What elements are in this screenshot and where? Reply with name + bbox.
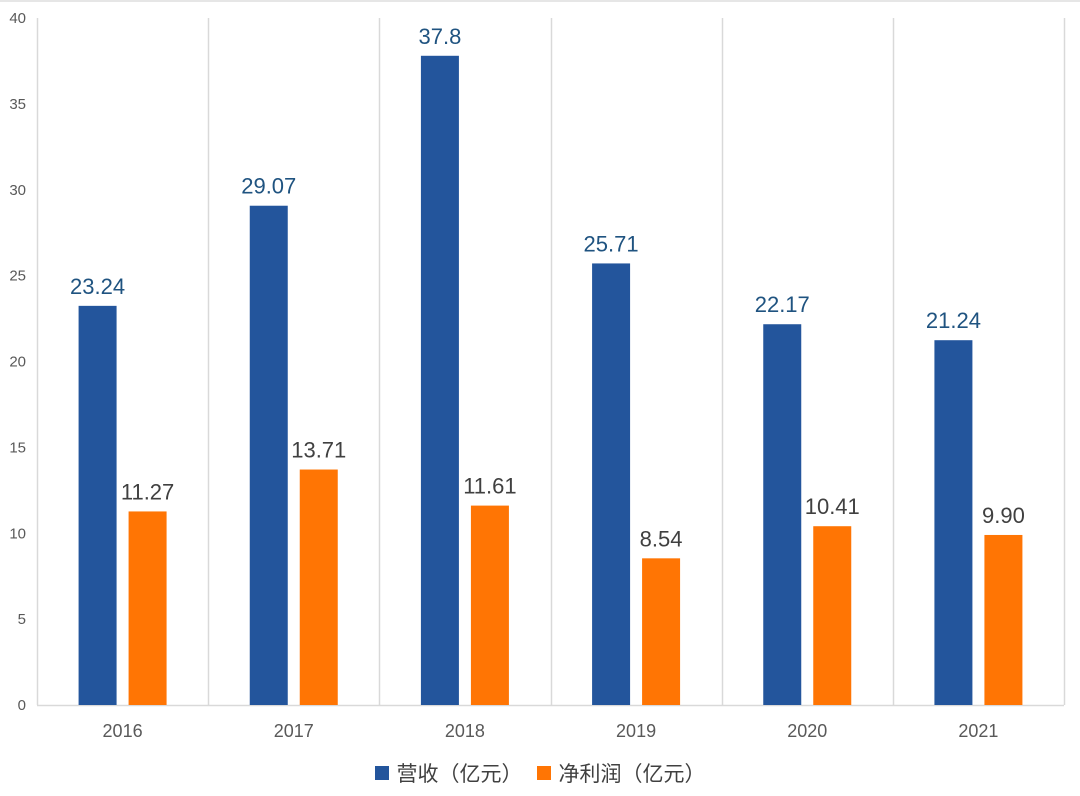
x-tick-label: 2020 <box>787 721 827 741</box>
data-label-net-profit: 10.41 <box>805 494 860 519</box>
bar-net-profit <box>470 505 509 705</box>
y-tick-label: 15 <box>9 439 26 456</box>
y-tick-label: 5 <box>18 611 26 628</box>
bar-net-profit <box>642 558 681 705</box>
bar-revenue <box>592 263 631 705</box>
data-label-net-profit: 11.27 <box>121 479 174 504</box>
top-border <box>0 0 1080 2</box>
bar-revenue <box>763 324 802 705</box>
x-tick-label: 2018 <box>445 721 485 741</box>
y-tick-label: 20 <box>9 354 26 371</box>
data-label-revenue: 21.24 <box>926 308 981 333</box>
data-label-revenue: 22.17 <box>755 292 810 317</box>
y-tick-label: 0 <box>18 697 26 714</box>
data-label-revenue: 23.24 <box>70 274 125 299</box>
x-tick-label: 2021 <box>958 721 998 741</box>
y-tick-label: 10 <box>9 525 26 542</box>
data-label-revenue: 37.8 <box>419 24 462 49</box>
bar-revenue <box>934 340 973 705</box>
data-label-net-profit: 9.90 <box>982 503 1025 528</box>
legend-item-net-profit: 净利润（亿元） <box>536 758 706 788</box>
y-tick-label: 40 <box>9 10 26 27</box>
legend-swatch-revenue <box>374 766 389 780</box>
bar-revenue <box>78 305 117 705</box>
y-tick-label: 25 <box>9 268 26 285</box>
data-label-revenue: 29.07 <box>241 174 296 199</box>
legend-item-revenue: 营收（亿元） <box>374 758 523 788</box>
legend-label-net-profit: 净利润（亿元） <box>558 762 706 786</box>
x-tick-label: 2016 <box>103 721 143 741</box>
x-tick-label: 2019 <box>616 721 656 741</box>
y-tick-label: 35 <box>9 96 26 113</box>
bar-net-profit <box>984 534 1023 705</box>
bar-revenue <box>420 55 459 706</box>
data-label-net-profit: 11.61 <box>463 474 516 499</box>
bar-net-profit <box>299 469 338 705</box>
y-tick-label: 30 <box>9 182 26 199</box>
data-label-net-profit: 8.54 <box>640 526 683 551</box>
x-tick-label: 2017 <box>274 721 314 741</box>
data-label-net-profit: 13.71 <box>291 438 346 463</box>
legend-swatch-net-profit <box>536 766 551 780</box>
data-label-revenue: 25.71 <box>584 231 639 256</box>
bar-net-profit <box>128 511 167 705</box>
bar-revenue <box>249 205 288 705</box>
legend: 营收（亿元） 净利润（亿元） <box>0 758 1080 788</box>
legend-label-revenue: 营收（亿元） <box>396 762 523 786</box>
bar-net-profit <box>813 526 852 705</box>
